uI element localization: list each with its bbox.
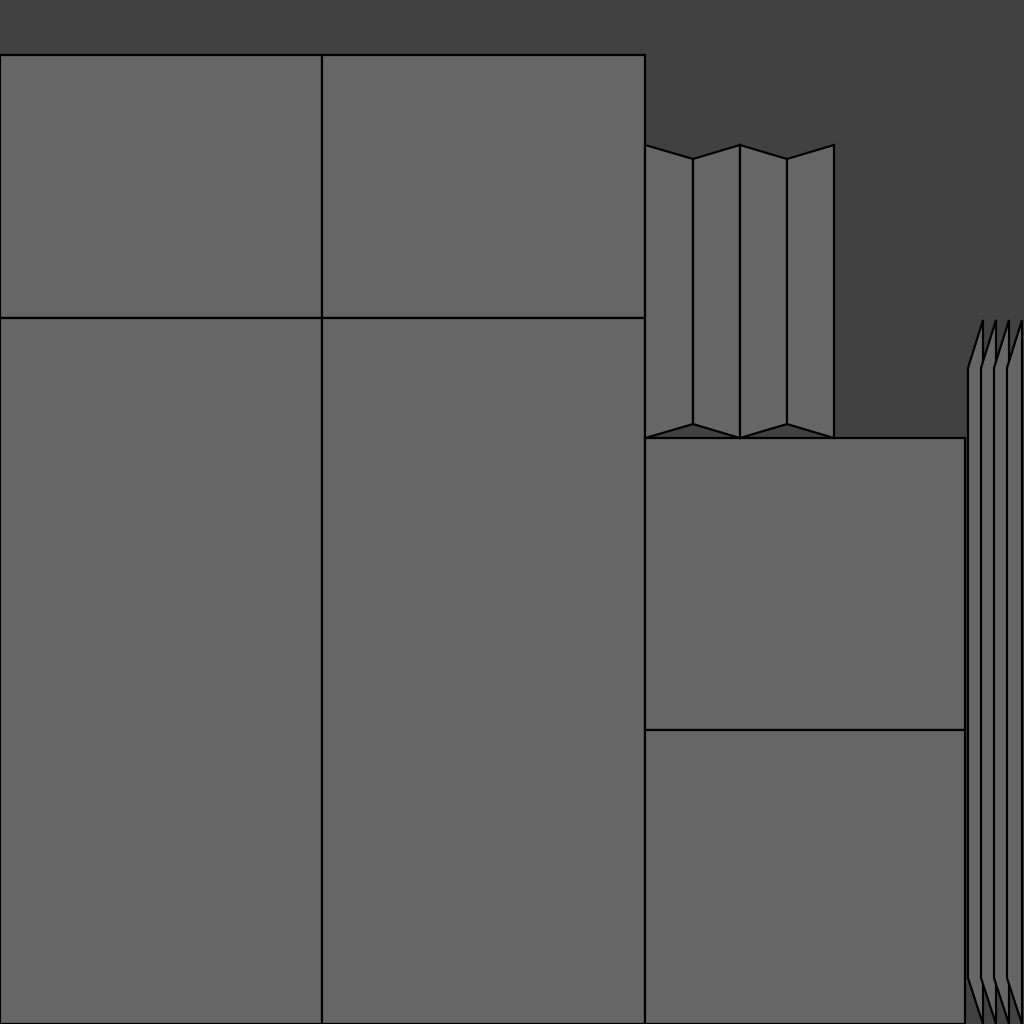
right-strip-1 — [966, 319, 985, 1024]
right-folded-strip-array — [966, 319, 1024, 1024]
lower-left-panel — [0, 316, 324, 1024]
right-upper-panel — [643, 436, 967, 732]
right-strip-3 — [992, 319, 1011, 1024]
fold-face-4 — [785, 143, 836, 440]
right-lower-panel — [643, 728, 967, 1024]
upper-middle-panel — [320, 53, 647, 320]
panel-group — [0, 53, 967, 1024]
fold-face-3 — [738, 143, 789, 440]
fold-face-1 — [643, 143, 695, 440]
upper-left-panel — [0, 53, 324, 320]
lower-middle-panel — [320, 316, 647, 1024]
fold-face-2 — [691, 143, 742, 440]
right-strip-2 — [979, 319, 998, 1024]
main-folded-screen — [643, 143, 836, 440]
right-strip-4 — [1005, 319, 1024, 1024]
